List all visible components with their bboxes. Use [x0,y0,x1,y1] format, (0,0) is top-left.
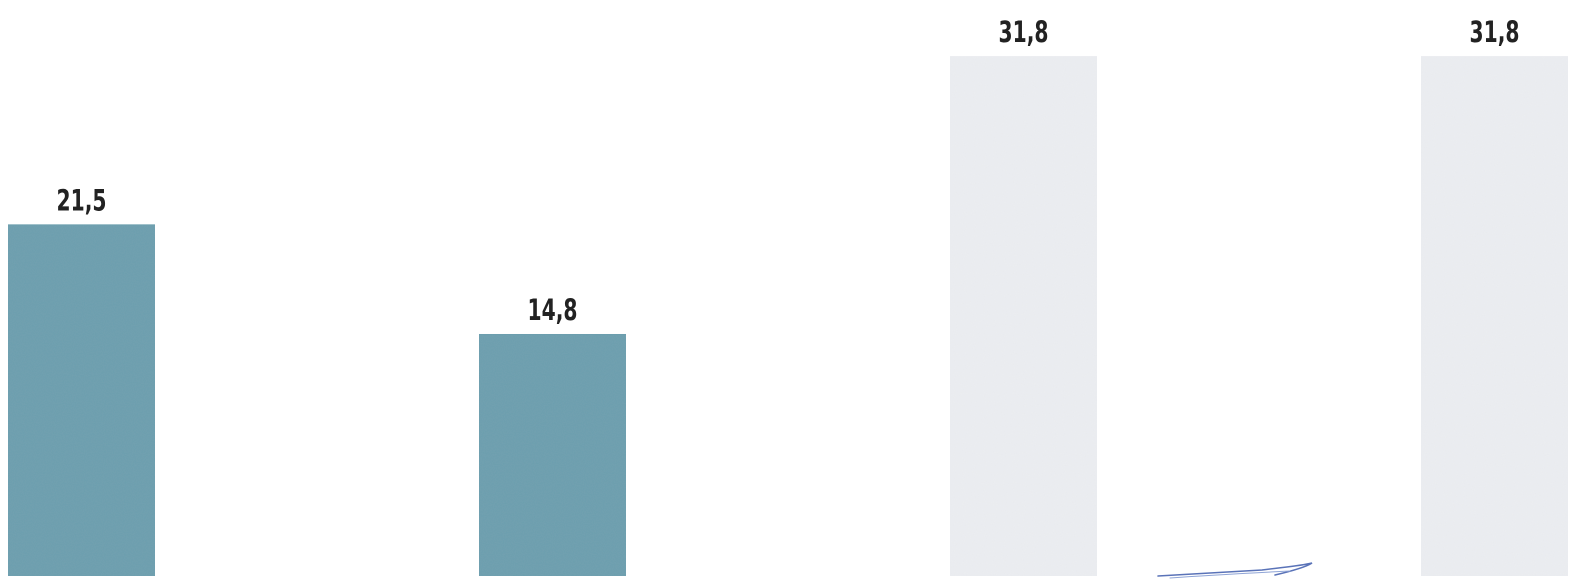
bar-2-value-label: 14,8 [528,293,578,327]
bar-3 [950,56,1097,576]
bar-1-value-label: 21,5 [57,183,107,217]
bar-3-value-label: 31,8 [999,15,1049,49]
pen-scribble-mark [1157,562,1313,577]
bar-4-value-label: 31,8 [1470,15,1520,49]
bar-4 [1421,56,1568,576]
bar-1 [8,224,155,576]
pen-scribble-mark-stroke [1169,570,1291,579]
bars-layer [8,56,1568,576]
bar-2 [479,333,626,576]
value-labels-layer: 21,5 14,8 31,8 31,8 [57,15,1520,327]
